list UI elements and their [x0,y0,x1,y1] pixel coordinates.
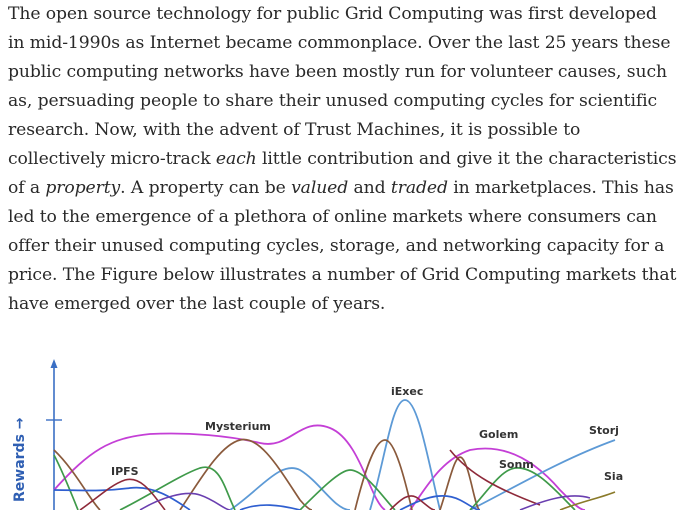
emphasized-text: property [45,178,121,198]
text-run: research. Now, with the advent of Trust … [8,120,581,140]
text-run: price. The Figure below illustrates a nu… [8,265,677,285]
text-run: collectively micro-track [8,149,216,169]
text-line: in mid-1990s as Internet became commonpl… [8,29,671,58]
emphasized-text: each [215,149,257,169]
text-line: led to the emergence of a plethora of on… [8,203,668,232]
emphasized-text: valued [291,178,349,198]
market-label-sonm: Sonm [499,458,534,471]
curve-blue [53,486,481,510]
grid-computing-figure [0,340,680,510]
text-run: in mid-1990s as Internet became commonpl… [8,33,671,53]
y-axis-label: Rewards → [12,402,36,502]
curve-green [53,454,576,510]
text-line: public computing networks have been most… [8,58,668,87]
text-line: have emerged over the last couple of yea… [8,290,668,319]
y-axis-arrowhead [50,359,58,368]
text-run: of a [8,178,46,198]
market-label-iexec: iExec [391,385,424,398]
text-run: . A property can be [120,178,292,198]
market-label-sia: Sia [604,470,624,483]
text-run: offer their unused computing cycles, sto… [8,236,665,256]
article-body: The open source technology for public Gr… [8,0,677,319]
text-run: as, persuading people to share their unu… [8,91,658,111]
curve-darkred [79,449,541,510]
text-run: and [348,178,391,198]
text-line: collectively micro-track each little con… [8,145,677,174]
curve-brown [53,438,481,510]
curve-purple [139,492,591,510]
text-line: research. Now, with the advent of Trust … [8,116,668,145]
text-run: little contribution and give it the char… [256,149,677,169]
market-label-storj: Storj [589,424,619,437]
text-line: price. The Figure below illustrates a nu… [8,261,676,290]
text-run: in marketplaces. This has [447,178,674,198]
text-run: The open source technology for public Gr… [8,4,657,24]
emphasized-text: traded [390,178,448,198]
text-line: as, persuading people to share their unu… [8,87,668,116]
market-label-ipfs: IPFS [111,465,139,478]
y-axis-label-text: Rewards → [12,417,28,502]
text-run: led to the emergence of a plethora of on… [8,207,657,227]
text-line: offer their unused computing cycles, sto… [8,232,668,261]
market-label-golem: Golem [479,428,519,441]
text-line: The open source technology for public Gr… [8,0,668,29]
market-curves-svg [46,359,616,510]
curve-olive [559,491,616,510]
article-paragraph: The open source technology for public Gr… [8,0,677,319]
market-label-mysterium: Mysterium [205,420,271,433]
text-run: public computing networks have been most… [8,62,667,82]
text-run: have emerged over the last couple of yea… [8,294,386,314]
text-line: of a property. A property can be valued … [8,174,674,203]
